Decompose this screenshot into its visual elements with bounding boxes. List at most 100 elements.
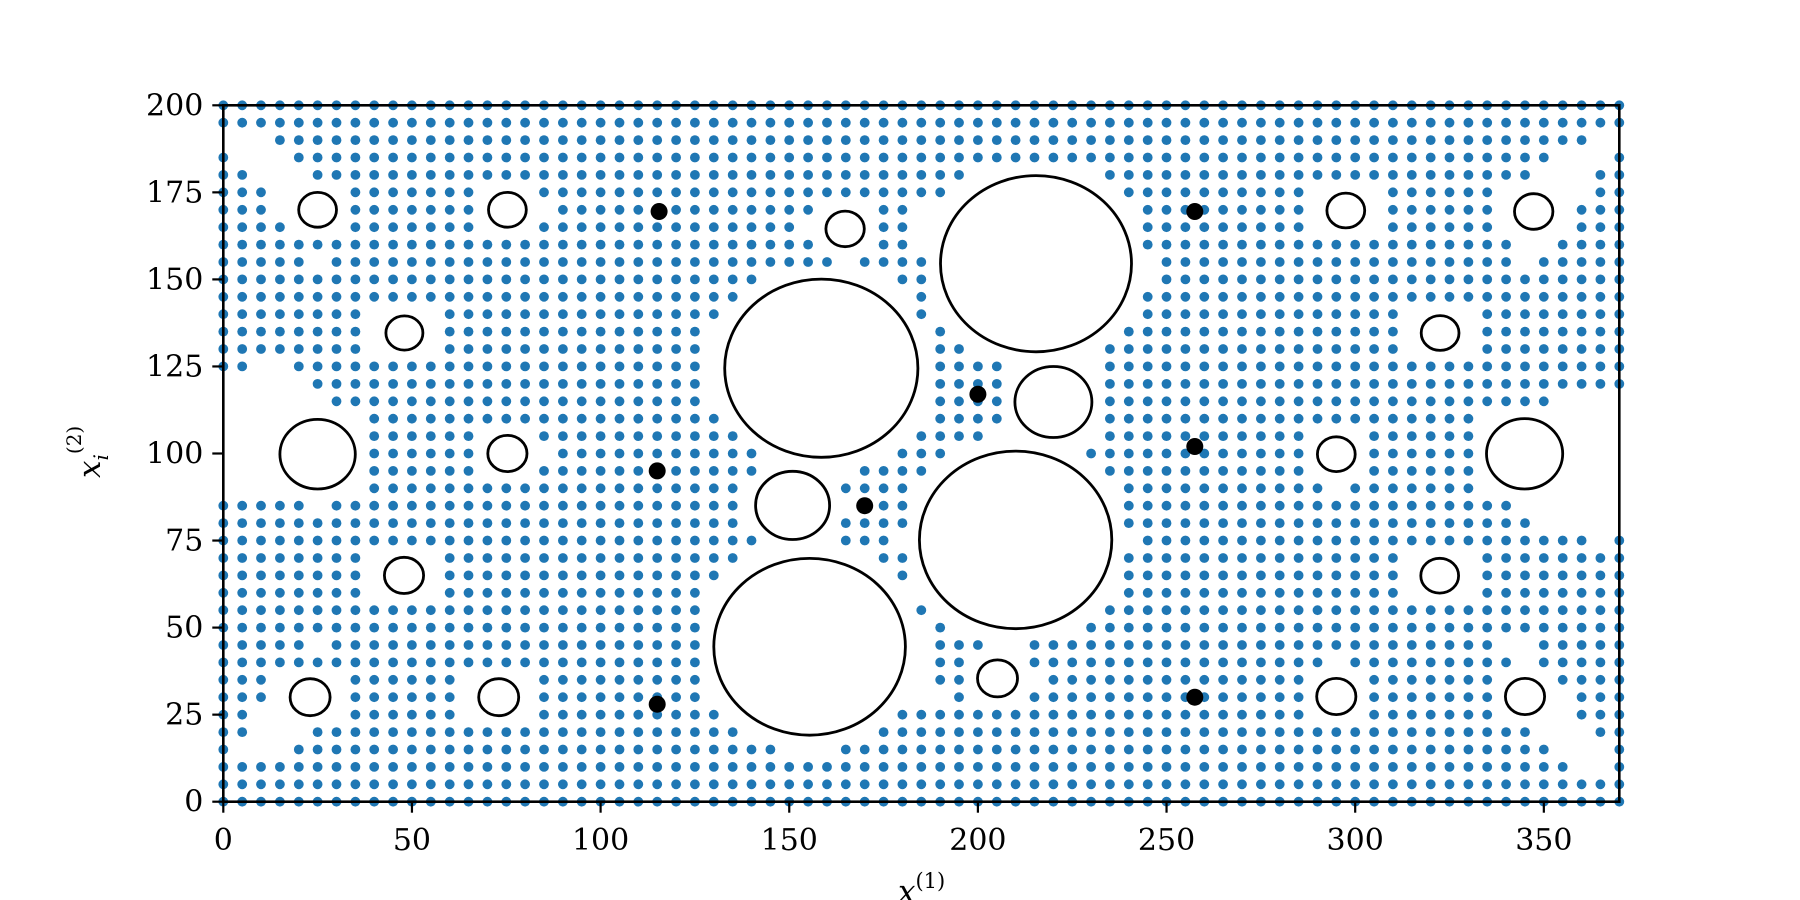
grid-dot: [1180, 605, 1191, 616]
grid-dot: [652, 605, 663, 616]
grid-dot: [1274, 605, 1285, 616]
grid-dot: [1444, 640, 1455, 650]
grid-dot: [1199, 274, 1210, 285]
grid-dot: [1463, 204, 1474, 215]
grid-dot: [859, 187, 870, 198]
grid-dot: [614, 448, 625, 459]
grid-dot: [1557, 239, 1568, 250]
grid-dot: [897, 187, 908, 198]
grid-dot: [1595, 117, 1606, 128]
grid-dot: [1293, 344, 1304, 354]
grid-dot: [1274, 379, 1285, 389]
grid-dot: [916, 274, 927, 285]
grid-dot: [256, 187, 266, 198]
grid-dot: [1595, 587, 1606, 598]
grid-dot: [690, 709, 700, 720]
grid-dot: [1218, 309, 1228, 320]
grid-dot: [1388, 518, 1398, 528]
grid-dot: [482, 570, 493, 581]
grid-dot: [1444, 466, 1455, 476]
grid-dot: [803, 187, 813, 198]
grid-dot: [1595, 170, 1606, 180]
x-tick-label: 350: [1515, 823, 1572, 858]
grid-dot: [558, 518, 568, 528]
grid-dot: [690, 622, 700, 633]
grid-dot: [765, 779, 776, 790]
grid-dot: [407, 535, 417, 546]
grid-dot: [293, 117, 304, 128]
grid-dot: [275, 274, 285, 285]
grid-dot: [1482, 587, 1493, 598]
grid-dot: [558, 431, 568, 441]
grid-dot: [1180, 413, 1191, 424]
grid-dot: [708, 448, 719, 459]
grid-dot: [1557, 344, 1568, 354]
grid-dot: [935, 396, 946, 407]
grid-dot: [690, 274, 700, 285]
grid-dot: [671, 709, 681, 720]
grid-dot: [1331, 570, 1342, 581]
grid-dot: [1520, 622, 1530, 633]
grid-dot: [1199, 361, 1210, 372]
grid-dot: [1180, 117, 1191, 128]
grid-dot: [407, 431, 417, 441]
grid-dot: [1218, 431, 1228, 441]
grid-dot: [1237, 117, 1247, 128]
grid-dot: [407, 674, 417, 685]
grid-dot: [1482, 553, 1493, 563]
grid-dot: [1218, 274, 1228, 285]
grid-dot: [388, 779, 398, 790]
grid-dot: [1180, 640, 1191, 650]
grid-dot: [369, 187, 380, 198]
grid-dot: [425, 431, 436, 441]
grid-dot: [1161, 709, 1172, 720]
grid-dot: [1444, 622, 1455, 633]
grid-dot: [1312, 622, 1323, 633]
grid-dot: [897, 762, 908, 772]
grid-dot: [558, 553, 568, 563]
grid-dot: [1444, 605, 1455, 616]
grid-dot: [652, 396, 663, 407]
grid-dot: [1331, 239, 1342, 250]
grid-dot: [331, 152, 342, 163]
grid-dot: [1350, 518, 1361, 528]
grid-dot: [671, 605, 681, 616]
grid-dot: [407, 779, 417, 790]
grid-dot: [671, 379, 681, 389]
grid-dot: [501, 396, 512, 407]
grid-dot: [482, 361, 493, 372]
grid-dot: [727, 779, 738, 790]
grid-dot: [727, 500, 738, 511]
grid-dot: [558, 570, 568, 581]
grid-dot: [1331, 535, 1342, 546]
grid-dot: [614, 187, 625, 198]
grid-dot: [614, 483, 625, 494]
grid-dot: [1180, 518, 1191, 528]
grid-dot: [1388, 727, 1398, 737]
grid-dot: [463, 727, 474, 737]
grid-dot: [595, 727, 606, 737]
grid-dot: [539, 361, 549, 372]
grid-dot: [1388, 170, 1398, 180]
grid-dot: [1444, 518, 1455, 528]
grid-dot: [388, 187, 398, 198]
grid-dot: [595, 622, 606, 633]
grid-dot: [463, 431, 474, 441]
grid-dot: [463, 117, 474, 128]
grid-dot: [1369, 587, 1379, 598]
grid-dot: [1237, 709, 1247, 720]
grid-dot: [1444, 483, 1455, 494]
grid-dot: [652, 274, 663, 285]
grid-dot: [1406, 222, 1417, 233]
grid-dot: [1237, 744, 1247, 755]
grid-dot: [671, 135, 681, 146]
grid-dot: [520, 587, 530, 598]
grid-dot: [539, 640, 549, 650]
grid-dot: [293, 291, 304, 302]
grid-dot: [973, 431, 983, 441]
grid-dot: [633, 135, 644, 146]
grid-dot: [331, 587, 342, 598]
grid-dot: [1256, 622, 1266, 633]
grid-dot: [1369, 291, 1379, 302]
grid-dot: [1199, 640, 1210, 650]
